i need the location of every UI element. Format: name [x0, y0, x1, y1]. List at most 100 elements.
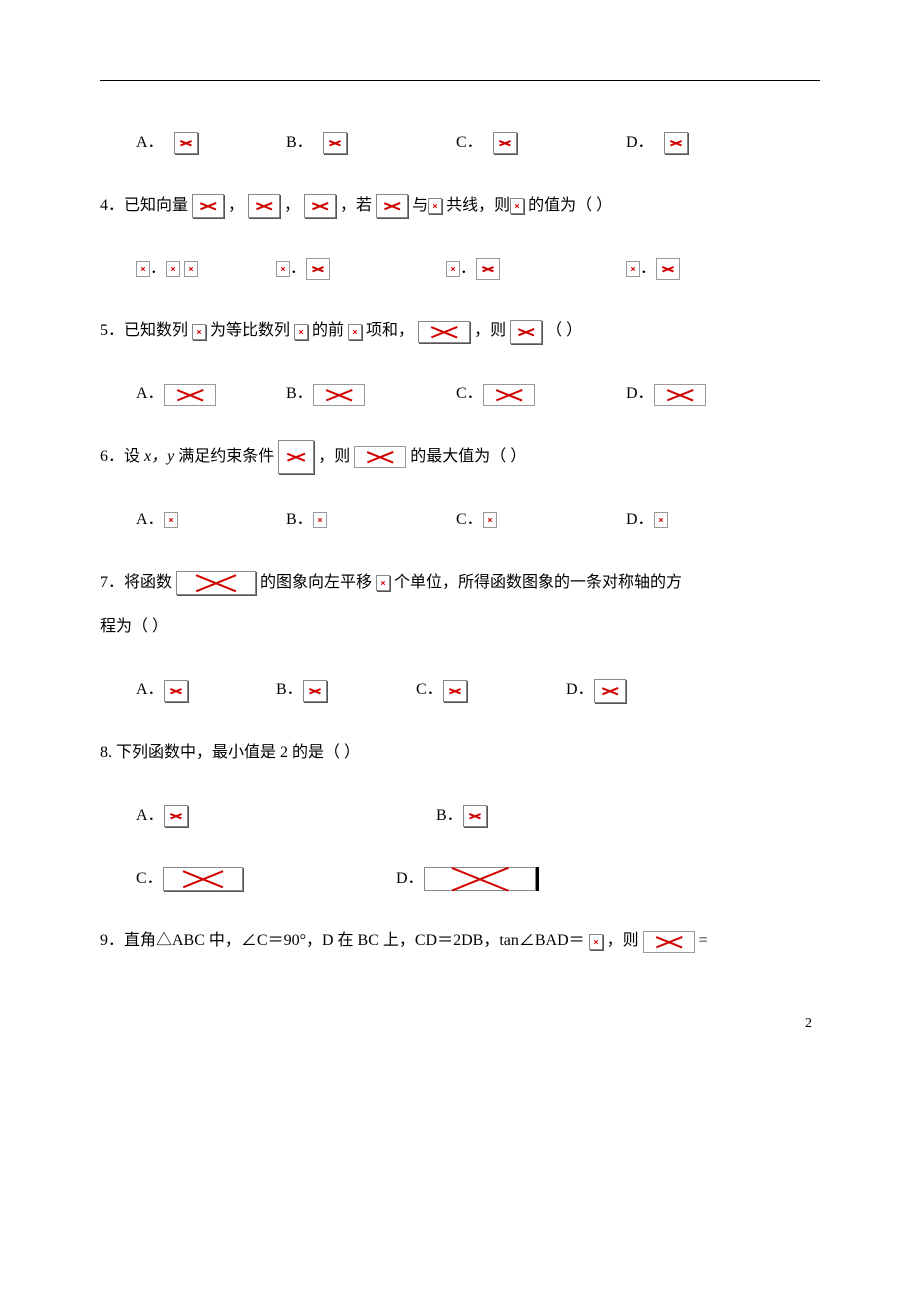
- text: 项和，: [366, 322, 418, 339]
- q8-options-row1: A． B．: [100, 794, 820, 839]
- broken-image-icon: [476, 258, 500, 280]
- q7-option-a: A．: [136, 668, 276, 713]
- broken-image-icon: [446, 261, 460, 277]
- broken-image-icon: [276, 261, 290, 277]
- broken-image-icon: [664, 132, 688, 154]
- q3-option-b: B．: [286, 121, 456, 166]
- q4-option-a: ．: [136, 247, 276, 292]
- q3-option-a: A．: [136, 121, 286, 166]
- broken-image-icon: [166, 261, 180, 277]
- text: ，: [284, 197, 304, 214]
- text: 的前: [312, 322, 344, 339]
- broken-image-icon: [626, 261, 640, 277]
- broken-image-icon: [313, 384, 365, 406]
- q9-stem: 9．直角△ABC 中，∠C＝90°，D 在 BC 上，CD＝2DB，tan∠BA…: [100, 919, 820, 964]
- q6-options: A． B． C． D．: [100, 498, 820, 543]
- option-label: A．: [136, 794, 164, 839]
- q3-options: A． B． C． D．: [100, 121, 820, 166]
- q7-option-b: B．: [276, 668, 416, 713]
- option-label: D．: [566, 668, 594, 713]
- text: =: [699, 932, 708, 949]
- q7-options: A． B． C． D．: [100, 668, 820, 713]
- text: 9．直角△ABC 中，∠C＝90°，D 在 BC 上，CD＝2DB，tan∠BA…: [100, 932, 585, 949]
- text: 共线，则: [446, 197, 510, 214]
- text: ．: [460, 247, 476, 292]
- broken-image-icon: [428, 198, 442, 214]
- page-number: 2: [100, 1004, 820, 1043]
- text: 的图象向左平移: [260, 574, 372, 591]
- text: 4．已知向量: [100, 197, 192, 214]
- q3-option-c: C．: [456, 121, 626, 166]
- text: ．: [640, 247, 656, 292]
- broken-image-icon: [184, 261, 198, 277]
- text: ．: [290, 247, 306, 292]
- option-label: A．: [136, 498, 164, 543]
- text: 个单位，所得函数图象的一条对称轴的方: [394, 574, 682, 591]
- q5-options: A． B． C． D．: [100, 372, 820, 417]
- q5-option-a: A．: [136, 372, 286, 417]
- broken-image-icon: [654, 384, 706, 406]
- text: ．: [150, 247, 166, 292]
- option-label: D．: [626, 372, 654, 417]
- q8-option-b: B．: [436, 794, 716, 839]
- broken-image-icon: [164, 512, 178, 528]
- q4-option-d: ．: [626, 247, 746, 292]
- broken-image-icon: [248, 194, 280, 218]
- q8-stem: 8. 下列函数中，最小值是 2 的是（ ）: [100, 731, 820, 776]
- q5-option-b: B．: [286, 372, 456, 417]
- text: 满足约束条件: [178, 448, 278, 465]
- q7-option-c: C．: [416, 668, 566, 713]
- header-rule: [100, 80, 820, 81]
- q6-option-d: D．: [626, 498, 746, 543]
- broken-image-icon: [163, 867, 243, 891]
- q5-stem: 5．已知数列 为等比数列 的前 项和， ，则 （ ）: [100, 309, 820, 354]
- q7-stem-line1: 7．将函数 的图象向左平移 个单位，所得函数图象的一条对称轴的方: [100, 561, 820, 606]
- text: ，若: [340, 197, 376, 214]
- broken-image-icon: [174, 132, 198, 154]
- q8-options-row2: C． D．: [100, 857, 820, 902]
- broken-image-icon: [164, 384, 216, 406]
- broken-image-icon: [643, 931, 695, 953]
- q5-option-c: C．: [456, 372, 626, 417]
- text: 与: [412, 197, 428, 214]
- broken-image-icon: [493, 132, 517, 154]
- text: 的最大值为（ ）: [410, 448, 526, 465]
- q4-options: ． ． ． ．: [100, 247, 820, 292]
- q6-option-b: B．: [286, 498, 456, 543]
- q6-option-a: A．: [136, 498, 286, 543]
- broken-image-icon: [176, 571, 256, 595]
- q5-option-d: D．: [626, 372, 746, 417]
- broken-image-icon: [164, 805, 188, 827]
- broken-image-icon: [510, 198, 524, 214]
- text: 7．将函数: [100, 574, 176, 591]
- broken-image-icon: [348, 324, 362, 340]
- broken-image-icon: [304, 194, 336, 218]
- broken-image-icon: [303, 680, 327, 702]
- text: 8. 下列函数中，最小值是 2 的是（ ）: [100, 744, 360, 761]
- option-label: A．: [136, 668, 164, 713]
- italic-text: x，y: [144, 448, 174, 465]
- broken-image-icon: [654, 512, 668, 528]
- option-label: A．: [136, 372, 164, 417]
- broken-image-icon: [354, 446, 406, 468]
- q6-stem: 6．设 x，y 满足约束条件 ，则 的最大值为（ ）: [100, 435, 820, 480]
- text: ，: [228, 197, 248, 214]
- option-label: D．: [626, 498, 654, 543]
- option-label: B．: [436, 794, 463, 839]
- q7-option-d: D．: [566, 668, 686, 713]
- text: 程为（ ）: [100, 618, 168, 635]
- option-label: C．: [456, 121, 483, 166]
- broken-image-icon: [443, 680, 467, 702]
- broken-image-icon: [278, 440, 314, 474]
- text: ，则: [318, 448, 354, 465]
- broken-image-icon: [418, 321, 470, 343]
- text: 6．设: [100, 448, 140, 465]
- broken-image-icon: [306, 258, 330, 280]
- broken-image-icon: [463, 805, 487, 827]
- option-label: C．: [416, 668, 443, 713]
- q7-stem-line2: 程为（ ）: [100, 605, 820, 650]
- broken-image-icon: [594, 679, 626, 703]
- q8-option-a: A．: [136, 794, 436, 839]
- text: ，则: [607, 932, 643, 949]
- q3-option-d: D．: [626, 121, 746, 166]
